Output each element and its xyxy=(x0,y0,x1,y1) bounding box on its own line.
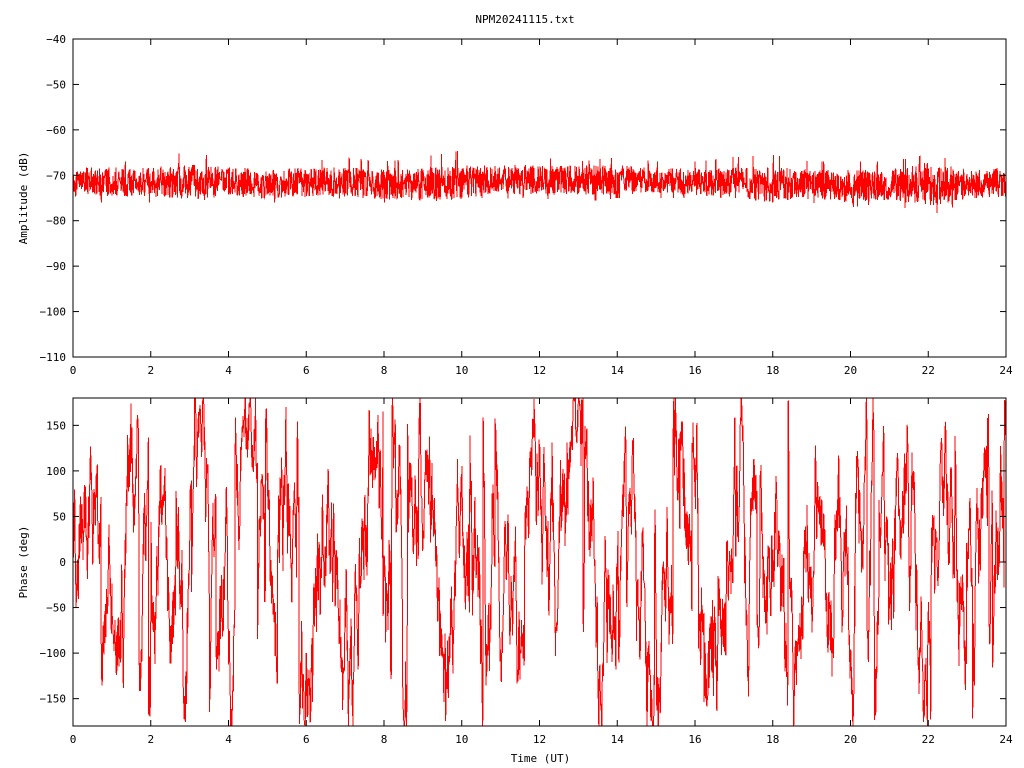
phase-y-tick-label: 150 xyxy=(46,419,66,432)
phase-series-line xyxy=(73,398,1006,726)
phase-x-axis-label: Time (UT) xyxy=(511,752,571,765)
amplitude-y-tick-label: −70 xyxy=(46,169,66,182)
amplitude-x-tick-label: 0 xyxy=(70,364,77,377)
phase-y-tick-label: 100 xyxy=(46,465,66,478)
amplitude-x-tick-label: 18 xyxy=(766,364,779,377)
figure-title: NPM20241115.txt xyxy=(475,13,574,26)
amplitude-x-tick-label: 10 xyxy=(455,364,468,377)
amplitude-plot-frame xyxy=(72,38,1007,358)
amplitude-x-tick-label: 20 xyxy=(844,364,857,377)
phase-x-tick-label: 0 xyxy=(70,733,77,746)
phase-x-tick-label: 12 xyxy=(533,733,546,746)
amplitude-series-line xyxy=(73,151,1006,214)
phase-y-tick-label: −150 xyxy=(40,693,67,706)
phase-x-tick-label: 18 xyxy=(766,733,779,746)
amplitude-x-tick-label: 4 xyxy=(225,364,232,377)
amplitude-x-tick-label: 12 xyxy=(533,364,546,377)
phase-y-tick-label: 50 xyxy=(53,510,66,523)
phase-y-tick-label: −100 xyxy=(40,647,67,660)
phase-x-tick-label: 8 xyxy=(381,733,388,746)
amplitude-y-tick-label: −60 xyxy=(46,124,66,137)
phase-x-tick-label: 16 xyxy=(688,733,701,746)
phase-x-tick-label: 2 xyxy=(147,733,154,746)
phase-y-axis-label: Phase (deg) xyxy=(17,526,30,599)
phase-x-tick-label: 4 xyxy=(225,733,232,746)
amplitude-y-tick-label: −50 xyxy=(46,78,66,91)
amplitude-y-tick-label: −100 xyxy=(40,306,67,319)
phase-x-tick-label: 20 xyxy=(844,733,857,746)
amplitude-x-tick-label: 14 xyxy=(611,364,625,377)
phase-x-tick-label: 6 xyxy=(303,733,310,746)
amplitude-y-tick-label: −80 xyxy=(46,215,66,228)
amplitude-x-tick-label: 22 xyxy=(922,364,935,377)
amplitude-x-tick-label: 24 xyxy=(999,364,1013,377)
phase-x-tick-label: 22 xyxy=(922,733,935,746)
phase-x-tick-label: 24 xyxy=(999,733,1013,746)
amplitude-x-tick-label: 16 xyxy=(688,364,701,377)
amplitude-y-tick-label: −90 xyxy=(46,260,66,273)
phase-x-tick-label: 10 xyxy=(455,733,468,746)
phase-x-tick-label: 14 xyxy=(611,733,625,746)
amplitude-y-tick-label: −110 xyxy=(40,351,67,364)
phase-y-tick-label: −50 xyxy=(46,602,66,615)
phase-y-tick-label: 0 xyxy=(59,556,66,569)
amplitude-x-tick-label: 2 xyxy=(147,364,154,377)
amplitude-x-tick-label: 8 xyxy=(381,364,388,377)
amplitude-x-tick-label: 6 xyxy=(303,364,310,377)
amplitude-y-tick-label: −40 xyxy=(46,33,66,46)
amplitude-y-axis-label: Amplitude (dB) xyxy=(17,152,30,245)
